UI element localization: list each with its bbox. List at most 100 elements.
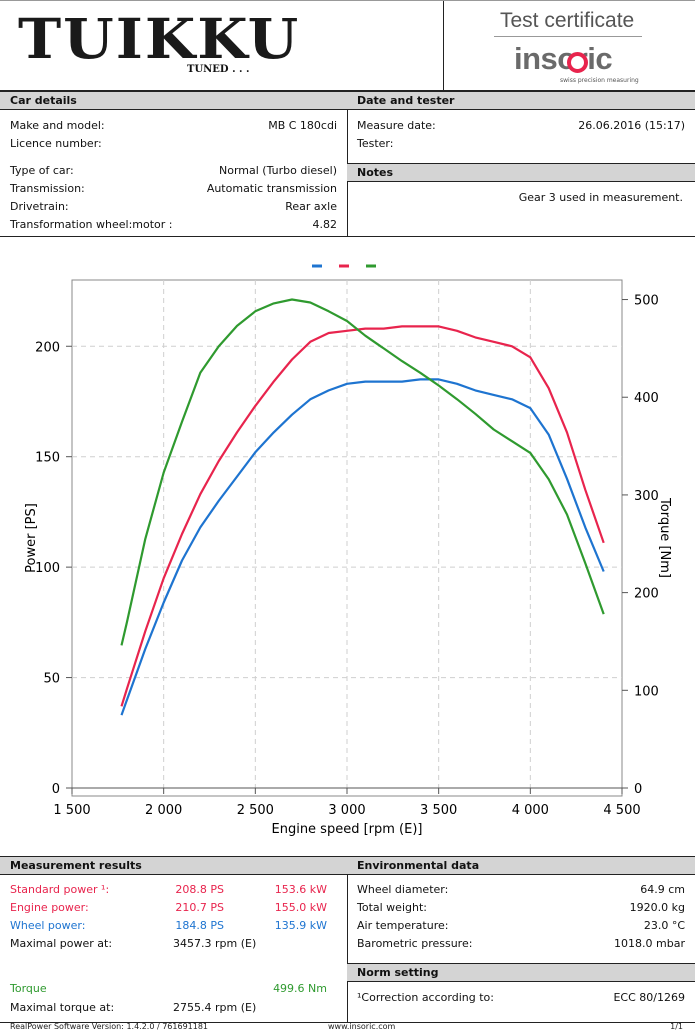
wheel-diameter-label: Wheel diameter: [357, 883, 449, 896]
y2-tick-label: 500 [634, 294, 659, 309]
y-tick-label: 200 [35, 340, 60, 355]
wheel-diameter-row: Wheel diameter: 64.9 cm [357, 883, 685, 899]
total-weight-value: 1920.0 kg [629, 901, 685, 914]
engine-power-ps: 210.7 PS [175, 901, 224, 914]
y2-tick-label: 200 [634, 587, 659, 602]
norm-section: Norm setting ¹Correction according to: E… [347, 963, 695, 1023]
torque-value: 499.6 Nm [273, 982, 327, 995]
results-section: Measurement results Standard power ¹: 20… [0, 856, 348, 1023]
total-weight-label: Total weight: [357, 901, 427, 914]
insoric-logo: insoric [514, 41, 613, 77]
insoric-logo-text: insoric [514, 41, 613, 76]
y2-tick-label: 400 [634, 391, 659, 406]
wheel-diameter-value: 64.9 cm [640, 883, 685, 896]
x-tick-label: 4 000 [512, 803, 549, 818]
x-tick-label: 3 500 [420, 803, 457, 818]
footer-software: RealPower Software Version: 1.4.2.0 / 76… [10, 1022, 209, 1031]
chart-axes: 1 500 2 000 2 500 3 000 3 500 4 000 4 500 0 50 10… [35, 294, 659, 818]
power-torque-chart: 1 500 2 000 2 500 3 000 3 500 4 000 4 500 0 50 10… [24, 264, 672, 837]
y-tick-label: 100 [35, 561, 60, 576]
type-value: Normal (Turbo diesel) [219, 164, 337, 177]
std-power-label: Standard power ¹: [10, 883, 110, 896]
tester-label: Tester: [357, 137, 394, 150]
y2-tick-label: 100 [634, 684, 659, 699]
baro-value: 1018.0 mbar [614, 937, 685, 950]
tuikku-logo: TUIKKU [18, 6, 301, 72]
max-power-label: Maximal power at: [10, 937, 113, 950]
wheel-power-ps: 184.8 PS [175, 919, 224, 932]
environment-section: Environmental data Wheel diameter: 64.9 … [347, 856, 695, 963]
x-tick-label: 4 500 [603, 803, 640, 818]
brand-tagline: swiss precision measuring [560, 77, 639, 84]
measure-date-label: Measure date: [357, 119, 436, 132]
air-temp-row: Air temperature: 23.0 °C [357, 919, 685, 935]
engine-power-label: Engine power: [10, 901, 89, 914]
footer-url[interactable]: www.insoric.com [328, 1022, 396, 1031]
std-power-kw: 153.6 kW [274, 883, 327, 896]
drivetrain-value: Rear axle [285, 200, 337, 213]
torque-label: Torque [10, 982, 47, 995]
y2-axis-label: Torque [Nm] [657, 497, 672, 578]
x-tick-label: 2 500 [237, 803, 274, 818]
tuikku-logo-sub: TUNED . . . [187, 64, 250, 75]
x-tick-label: 2 000 [145, 803, 182, 818]
footer-page: 1/1 [670, 1022, 683, 1031]
header-divider [443, 1, 444, 91]
notes-section: Notes Gear 3 used in measurement. [347, 163, 695, 237]
air-temp-value: 23.0 °C [643, 919, 685, 932]
certificate-title: Test certificate [500, 9, 635, 32]
max-torque-label: Maximal torque at: [10, 1001, 115, 1014]
date-tester-header: Date and tester [347, 91, 695, 110]
notes-text: Gear 3 used in measurement. [518, 191, 683, 204]
y2-tick-label: 300 [634, 489, 659, 504]
measure-date-value: 26.06.2016 (15:17) [578, 119, 685, 132]
results-header: Measurement results [0, 856, 347, 875]
y-axis-label: Power [PS] [24, 503, 39, 573]
total-weight-row: Total weight: 1920.0 kg [357, 901, 685, 917]
air-temp-label: Air temperature: [357, 919, 449, 932]
baro-label: Barometric pressure: [357, 937, 473, 950]
x-axis-label: Engine speed [rpm (E)] [272, 822, 423, 837]
notes-header: Notes [347, 163, 695, 182]
transmission-label: Transmission: [10, 182, 85, 195]
x-tick-label: 1 500 [53, 803, 90, 818]
ratio-value: 4.82 [312, 218, 338, 231]
chart-area: 1 500 2 000 2 500 3 000 3 500 4 000 4 500 0 50 10… [0, 236, 695, 856]
licence-row: Licence number: [10, 137, 337, 153]
tester-row: Tester: [357, 137, 685, 153]
type-row: Type of car: Normal (Turbo diesel) [10, 164, 337, 180]
max-torque-value: 2755.4 rpm (E) [173, 1001, 257, 1014]
transmission-value: Automatic transmission [206, 182, 337, 195]
make-value: MB C 180cdi [268, 119, 337, 132]
norm-label: ¹Correction according to: [357, 991, 494, 1004]
wheel-power-label: Wheel power: [10, 919, 86, 932]
type-label: Type of car: [10, 164, 74, 177]
norm-row: ¹Correction according to: ECC 80/1269 [357, 991, 685, 1007]
engine-power-kw: 155.0 kW [274, 901, 327, 914]
date-tester-section: Date and tester Measure date: 26.06.2016… [347, 91, 695, 163]
insoric-o-accent [567, 52, 588, 73]
transmission-row: Transmission: Automatic transmission [10, 182, 337, 198]
norm-header: Norm setting [347, 963, 695, 982]
licence-label: Licence number: [10, 137, 102, 150]
car-details-header: Car details [0, 91, 347, 110]
title-underline [494, 36, 642, 37]
make-label: Make and model: [10, 119, 105, 132]
drivetrain-row: Drivetrain: Rear axle [10, 200, 337, 216]
wheel-power-kw: 135.9 kW [274, 919, 327, 932]
series-line-0 [120, 378, 605, 716]
ratio-row: Transformation wheel:motor : 4.82 [10, 218, 337, 234]
make-row: Make and model: MB C 180cdi [10, 119, 337, 135]
baro-row: Barometric pressure: 1018.0 mbar [357, 937, 685, 953]
car-details-section: Car details Make and model: MB C 180cdi … [0, 91, 348, 237]
norm-value: ECC 80/1269 [613, 991, 685, 1004]
chart-series [120, 298, 605, 716]
drivetrain-label: Drivetrain: [10, 200, 69, 213]
y2-tick-label: 0 [634, 782, 642, 797]
y-tick-label: 50 [43, 672, 60, 687]
std-power-ps: 208.8 PS [175, 883, 224, 896]
header-frame: TUIKKU TUNED . . . Test certificate inso… [0, 0, 695, 91]
measure-date-row: Measure date: 26.06.2016 (15:17) [357, 119, 685, 135]
max-power-value: 3457.3 rpm (E) [173, 937, 257, 950]
plot-background [71, 279, 623, 797]
